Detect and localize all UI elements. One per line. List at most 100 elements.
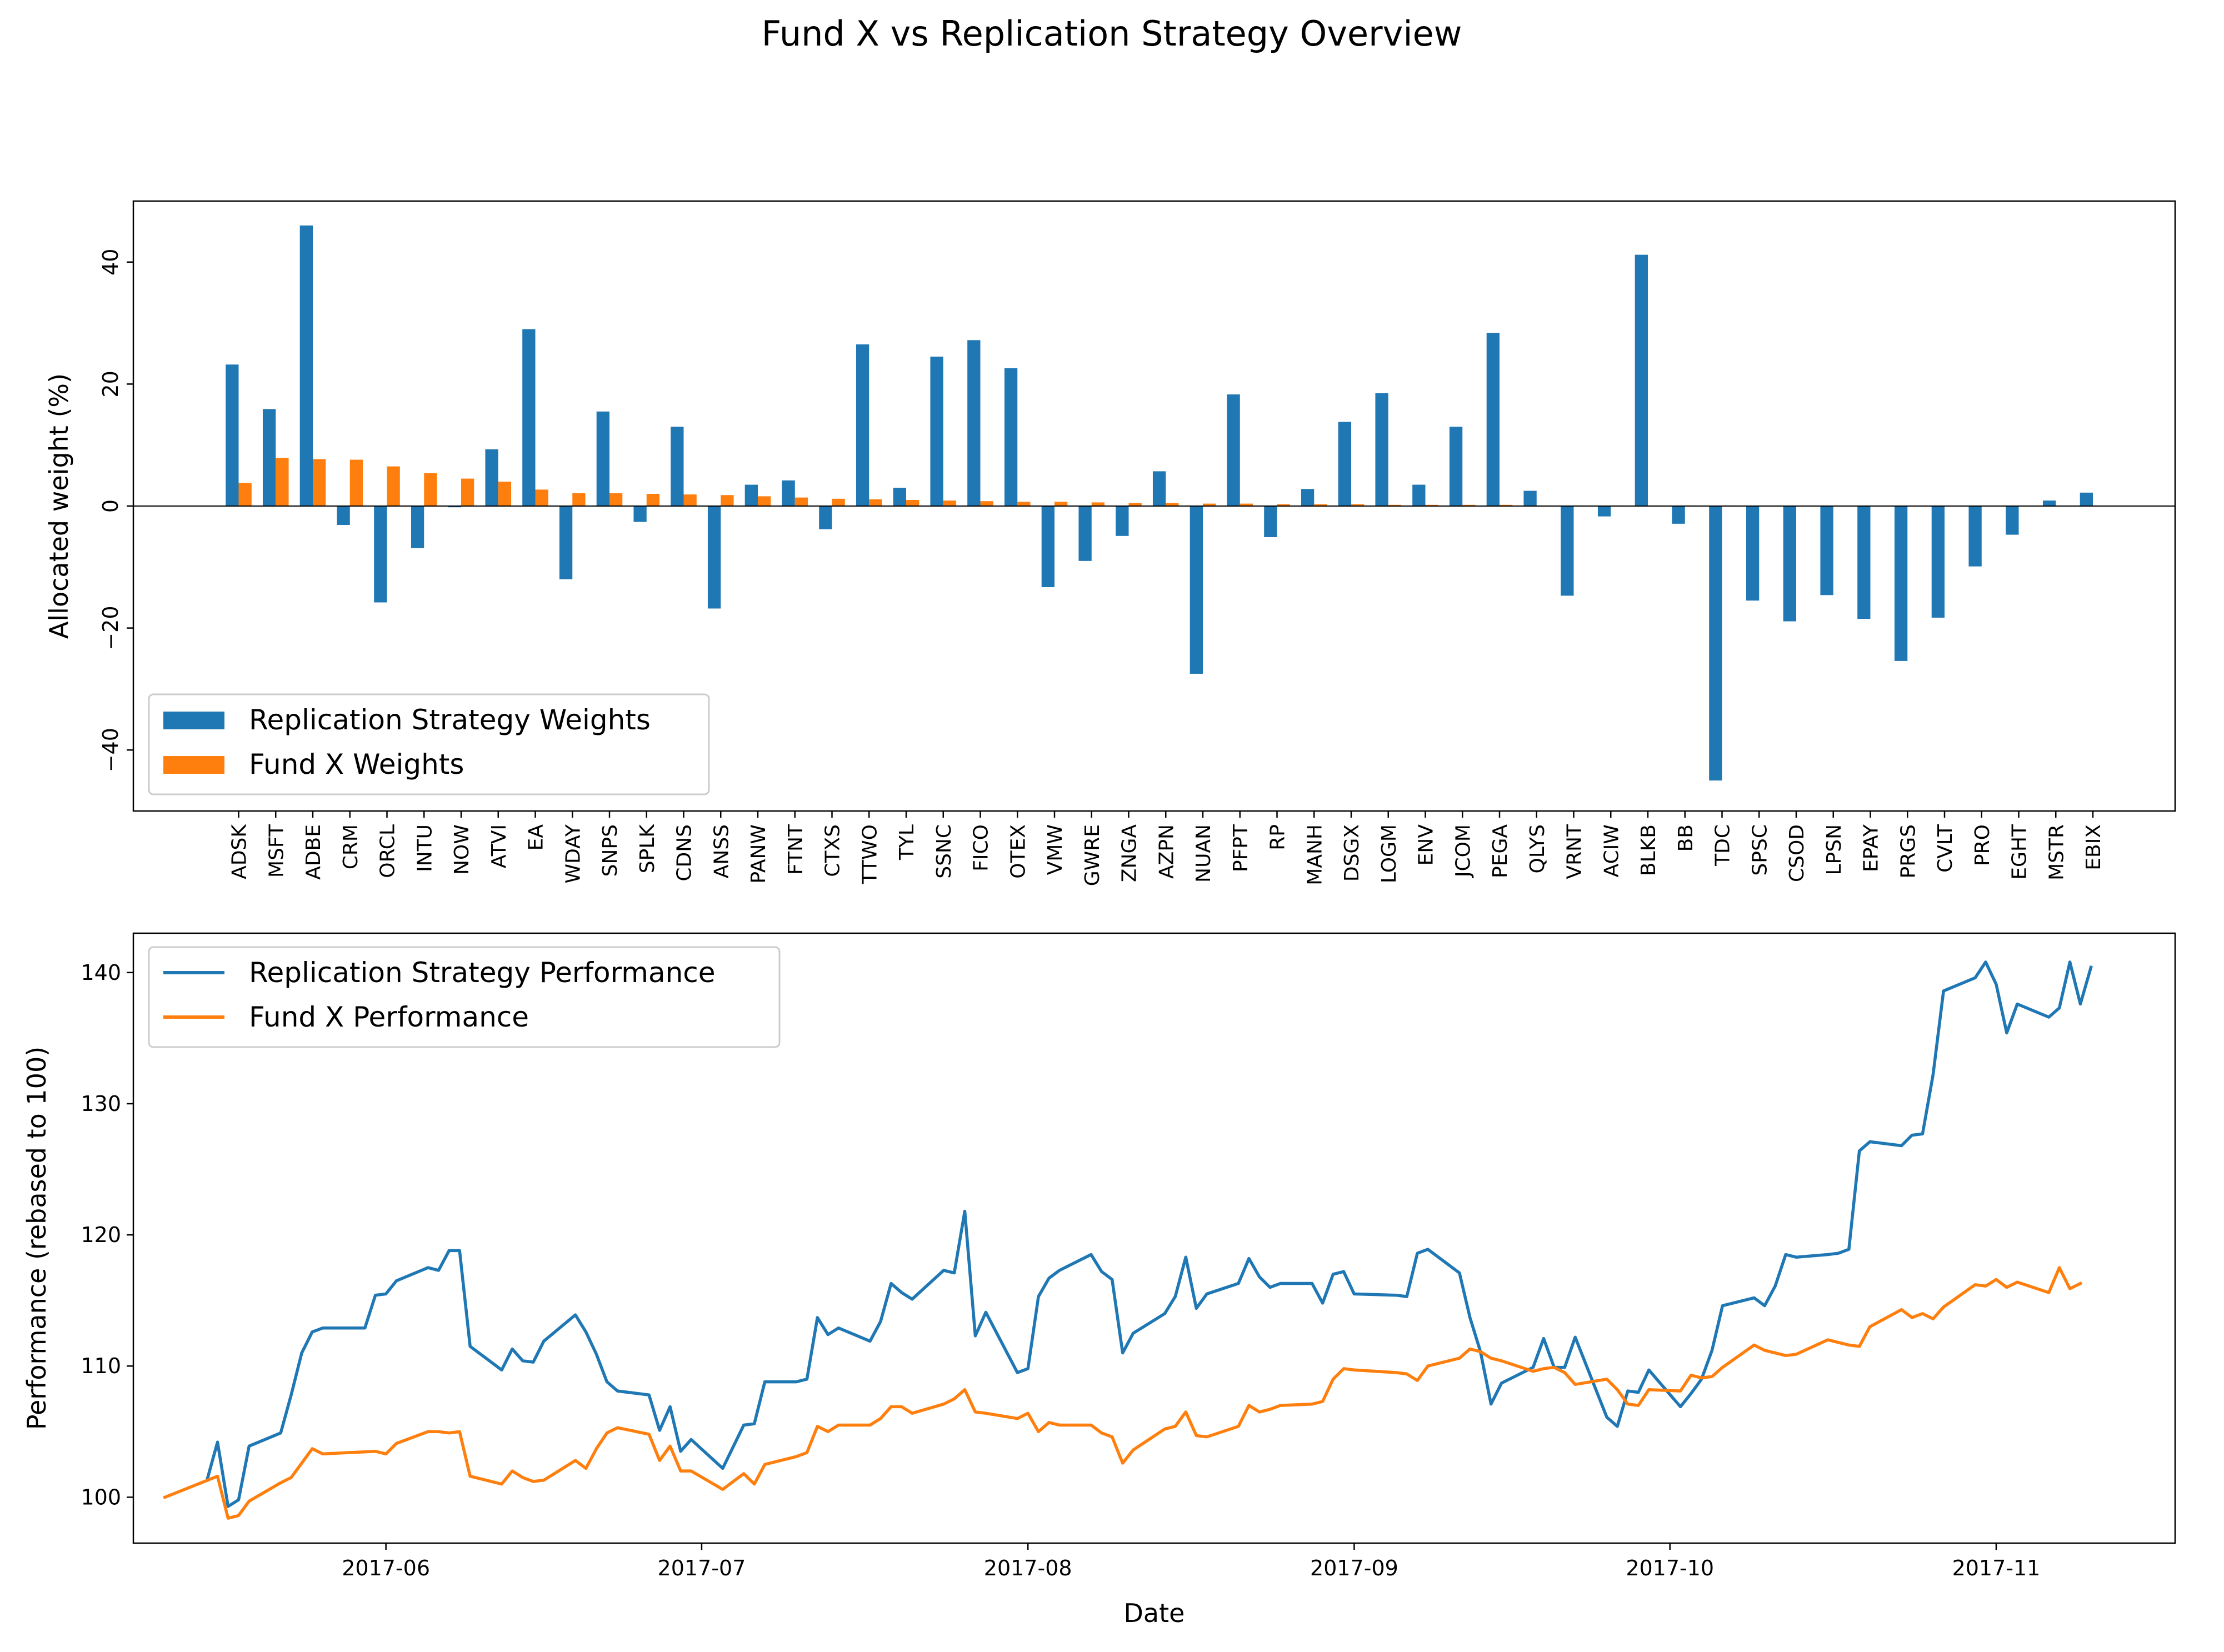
replication-weight-bar-azpn [1152,471,1166,506]
figure-title: Fund X vs Replication Strategy Overview [762,13,1462,54]
fund-weight-bar-jcom [1462,504,1476,506]
bar-x-tick-label: ADSK [228,824,251,879]
replication-weight-bar-dsgx [1338,422,1351,506]
bar-y-tick-label: −20 [98,605,123,650]
bar-y-tick-label: 20 [98,371,123,397]
fund-weight-bar-adsk [238,483,252,506]
fund-weight-bar-splk [646,494,660,506]
bar-chart-panel: ADSK MSFT ADBE CRM ORCL INTU NOW ATVI EA WDAY SNPS… [44,200,2176,886]
fund-weight-bar-ssnc [943,500,957,506]
line-axes-frame [132,932,2176,1544]
bar-x-tick-label: BLKB [1637,824,1660,876]
line-y-tick-label: 110 [81,1354,121,1378]
bar-x-tick-label: ATVI [488,824,511,868]
bar-legend-label-fund: Fund X Weights [249,748,464,780]
fund-weight-bar-ctxs [832,498,845,506]
line-x-tick-label: 2017-10 [1626,1556,1714,1580]
replication-weight-bar-wday [559,506,573,579]
fund-weight-bar-adbe [313,459,326,506]
replication-weight-bar-adbe [299,225,313,506]
replication-weight-bar-anss [707,506,721,609]
bar-x-tick-label: BB [1675,824,1697,852]
replication-weight-bar-vrnt [1561,506,1574,596]
replication-weight-bar-ebix [2080,492,2093,506]
bar-x-tick-label: CVLT [1934,824,1957,873]
bar-marks [226,225,2093,781]
replication-weight-bar-lpsn [1820,506,1833,595]
bar-x-tick-label: EPAY [1860,824,1883,872]
replication-weight-bar-fico [967,340,981,506]
replication-weight-bar-znga [1116,506,1129,536]
fund-weight-bar-msft [276,458,289,506]
replication-weight-bar-logm [1375,393,1388,506]
bar-x-tick-label: RP [1267,824,1290,850]
fund-weight-bar-ea [535,489,548,506]
replication-weight-bar-orcl [374,506,387,603]
fund-weight-bar-dsgx [1351,504,1365,506]
bar-legend-label-replication: Replication Strategy Weights [249,704,651,736]
replication-weight-bar-vmw [1041,506,1054,588]
replication-weight-bar-tdc [1709,506,1722,781]
bar-x-tick-label: DSGX [1341,824,1363,882]
replication-weight-bar-tyl [893,488,906,506]
bar-x-tick-label: SNPS [599,824,622,877]
replication-weight-bar-ssnc [930,356,943,506]
fund-weight-bar-cdns [683,494,697,506]
bar-x-tick-label: VRNT [1563,824,1586,879]
replication-weight-bar-eght [2006,506,2019,535]
bar-x-tick-label: WDAY [562,824,584,884]
bar-legend-box [148,693,710,795]
line-y-axis-label: Performance (rebased to 100) [22,1047,52,1430]
fund-weight-bar-znga [1128,503,1142,506]
bar-x-tick-label: ANSS [710,824,733,878]
bar-y-tick-label: 40 [98,249,123,276]
fund-weight-bar-panw [758,496,771,506]
replication-weight-bar-ea [522,329,536,506]
bar-axes-frame [132,200,2176,812]
bar-x-tick-label: SPSC [1748,824,1771,876]
line-axes: 2017-06 2017-07 2017-08 2017-09 2017-10 2017-… [81,932,2176,1580]
fund-weight-bar-azpn [1166,503,1179,506]
fund-weight-bar-anss [721,495,734,506]
replication-weight-bar-csod [1783,506,1796,622]
fund-weight-bar-now [461,478,474,506]
fund-weight-bar-gwre [1091,502,1105,506]
line-x-axis-label: Date [1124,1598,1185,1628]
bar-y-axis-label: Allocated weight (%) [44,373,74,639]
bar-x-tick-label: ORCL [377,824,399,878]
fund-weight-bar-intu [424,473,437,506]
line-x-tick-label: 2017-11 [1952,1556,2041,1580]
bar-x-tick-label: CRM [339,824,362,869]
bar-x-tick-label: SSNC [933,824,956,879]
bar-x-tick-label: VMW [1044,824,1067,875]
bar-x-tick-label: PFPT [1230,824,1252,872]
bar-x-tick-label: ACIW [1600,824,1623,877]
line-x-tick-label: 2017-06 [342,1556,430,1580]
replication-weight-bar-ttwo [856,344,869,506]
bar-x-tick-label: OTEX [1007,824,1029,879]
fund-weight-bar-snps [609,493,623,506]
fund-weight-bar-otex [1017,502,1031,506]
replication-weight-bar-atvi [485,449,498,506]
bar-x-tick-label: MSTR [2045,824,2068,880]
bar-x-tick-label: SPLK [636,824,659,874]
bar-x-tick-label: MANH [1303,824,1326,885]
bar-legend-swatch-fund [163,756,224,774]
bar-x-tick-label: ADBE [302,824,325,880]
replication-weight-bar-rp [1264,506,1277,537]
replication-weight-bar-jcom [1449,427,1463,506]
replication-weight-bar-snps [596,411,609,506]
replication-weight-bar-adsk [226,364,239,506]
fund-weight-bar-logm [1388,504,1402,506]
replication-weight-bar-qlys [1523,490,1537,506]
fund-weight-bar-tyl [906,500,919,506]
bar-x-tick-label: NUAN [1192,824,1215,883]
replication-weight-bar-env [1412,484,1426,506]
fund-weight-bar-wday [572,493,586,506]
bar-x-tick-label: TYL [896,824,918,860]
line-legend-box [148,946,781,1048]
replication-weight-bar-epay [1857,506,1871,619]
line-x-tick-label: 2017-07 [658,1556,746,1580]
fund-weight-bar-fico [980,501,993,506]
